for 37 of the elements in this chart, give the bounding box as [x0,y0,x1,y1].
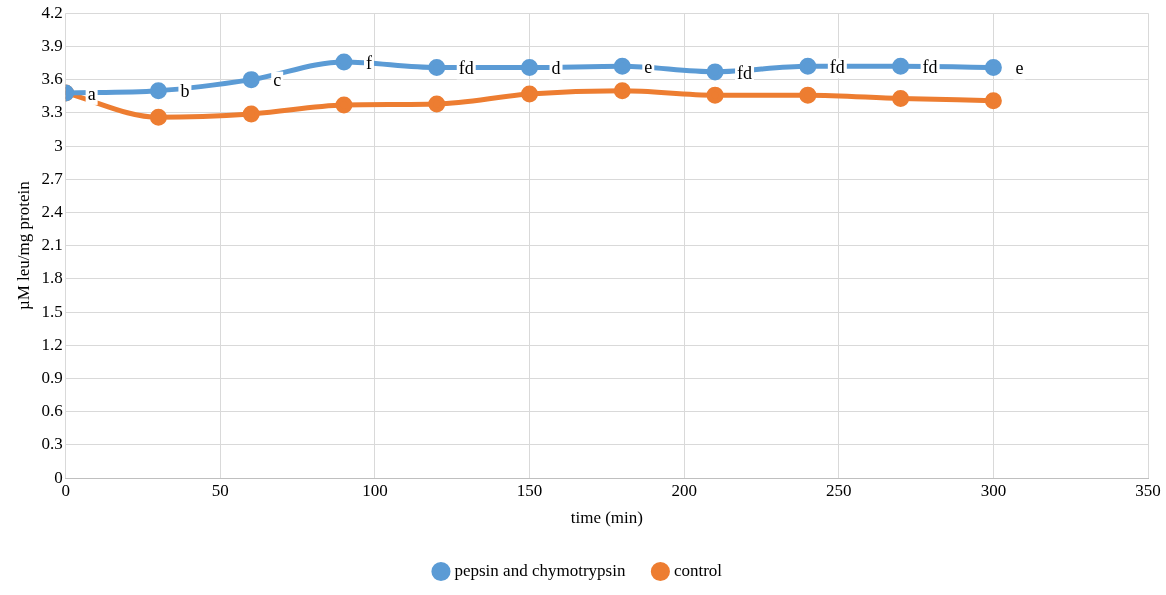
y-tick-label: 1.2 [41,334,63,354]
x-tick-label: 300 [980,480,1007,500]
legend-label: pepsin and chymotrypsin [454,560,626,580]
x-tick-label: 50 [211,480,229,500]
x-tick-label: 100 [362,480,388,500]
y-tick-label: 0.9 [41,368,63,388]
annotation: fd [922,57,938,78]
y-tick-label: 0 [54,467,63,487]
y-tick-label: 1.8 [41,268,63,288]
annotation: fd [829,57,845,78]
y-tick-label: 3 [54,135,63,155]
y-tick-label: 2.1 [41,235,63,255]
y-axis-title: µM leu/mg protein [13,180,33,311]
annotation: a [87,83,96,104]
annotation: c [273,70,282,91]
annotation: b [180,81,190,102]
annotation: d [551,58,561,79]
y-tick-label: 2.7 [41,168,64,188]
annotation: f [365,52,372,73]
y-tick-label: 3.9 [41,35,63,55]
x-tick-label: 350 [1135,480,1161,500]
annotation: fd [737,62,753,83]
legend-label: control [673,560,723,580]
annotation: fd [458,58,474,79]
y-tick-label: 0.3 [41,434,63,454]
x-tick-label: 250 [826,480,852,500]
annotation: e [1015,58,1024,79]
y-tick-label: 0.6 [41,401,63,421]
x-tick-label: 200 [671,480,697,500]
x-tick-label: 150 [516,480,543,500]
annotation: e [644,57,653,78]
y-tick-label: 2.4 [41,201,64,221]
y-tick-label: 4.2 [41,2,63,22]
y-tick-label: 3.3 [41,102,63,122]
y-tick-label: 1.5 [41,301,63,321]
x-axis-title: time (min) [570,508,643,528]
y-tick-label: 3.6 [41,69,63,89]
